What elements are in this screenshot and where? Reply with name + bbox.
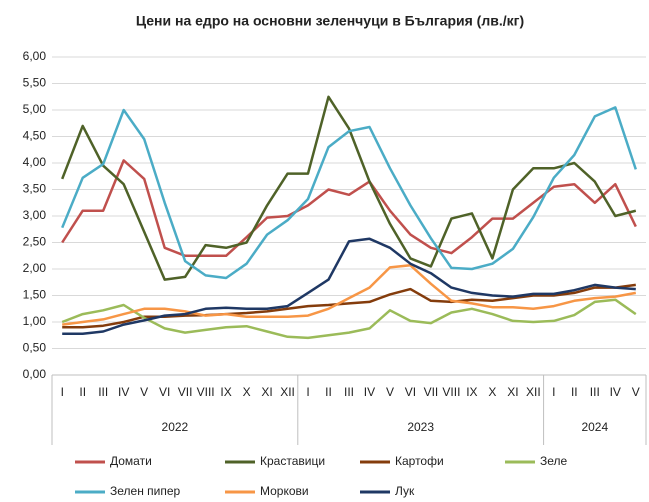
x-tick-label: VIII <box>197 385 215 399</box>
x-tick-label: II <box>79 385 86 399</box>
y-tick-label: 5,00 <box>23 102 47 116</box>
x-tick-label: XI <box>507 385 518 399</box>
y-tick-label: 2,50 <box>23 235 47 249</box>
x-tick-label: I <box>306 385 309 399</box>
x-tick-label: VI <box>405 385 416 399</box>
x-tick-label: II <box>571 385 578 399</box>
x-tick-label: IV <box>364 385 375 399</box>
x-tick-label: XII <box>280 385 295 399</box>
x-tick-label: XII <box>526 385 541 399</box>
x-tick-label: IV <box>118 385 129 399</box>
series-line <box>62 264 637 326</box>
y-tick-label: 3,00 <box>23 208 47 222</box>
x-tick-label: I <box>61 385 64 399</box>
group-label: 2023 <box>407 420 434 434</box>
x-tick-label: X <box>488 385 496 399</box>
series-line <box>62 237 636 335</box>
x-tick-label: I <box>552 385 555 399</box>
series-line <box>61 159 637 258</box>
group-label: 2022 <box>162 420 189 434</box>
x-tick-label: VIII <box>442 385 460 399</box>
series-line <box>61 95 637 281</box>
x-tick-label: VI <box>159 385 170 399</box>
x-tick-label: III <box>98 385 108 399</box>
y-tick-label: 4,50 <box>23 129 47 143</box>
group-label: 2024 <box>581 420 608 434</box>
legend-label: Моркови <box>260 484 309 498</box>
x-tick-label: VII <box>178 385 193 399</box>
x-tick-label: V <box>140 385 148 399</box>
x-tick-label: XI <box>261 385 272 399</box>
x-tick-label: VII <box>424 385 439 399</box>
legend-label: Зеле <box>540 454 568 468</box>
x-tick-label: III <box>344 385 354 399</box>
y-tick-label: 4,00 <box>23 155 47 169</box>
x-tick-label: II <box>325 385 332 399</box>
legend-label: Картофи <box>395 454 444 468</box>
y-tick-label: 6,00 <box>23 49 47 63</box>
y-tick-label: 0,50 <box>23 341 47 355</box>
y-tick-label: 5,50 <box>23 76 47 90</box>
legend-label: Домати <box>110 454 152 468</box>
y-tick-label: 1,50 <box>23 288 47 302</box>
x-tick-label: IX <box>220 385 231 399</box>
y-tick-label: 3,50 <box>23 182 47 196</box>
x-tick-label: IX <box>466 385 477 399</box>
y-tick-label: 1,00 <box>23 314 47 328</box>
x-tick-label: V <box>632 385 640 399</box>
legend-label: Краставици <box>260 454 325 468</box>
y-tick-label: 0,00 <box>23 367 47 381</box>
x-tick-label: V <box>386 385 394 399</box>
legend-label: Лук <box>395 484 415 498</box>
x-tick-label: IV <box>610 385 621 399</box>
chart-title: Цени на едро на основни зеленчуци в Бълг… <box>136 13 524 29</box>
legend-label: Зелен пипер <box>110 484 181 498</box>
x-tick-label: X <box>243 385 251 399</box>
series-line <box>61 106 637 280</box>
y-tick-label: 2,00 <box>23 261 47 275</box>
series-line <box>61 298 637 340</box>
x-tick-label: III <box>590 385 600 399</box>
